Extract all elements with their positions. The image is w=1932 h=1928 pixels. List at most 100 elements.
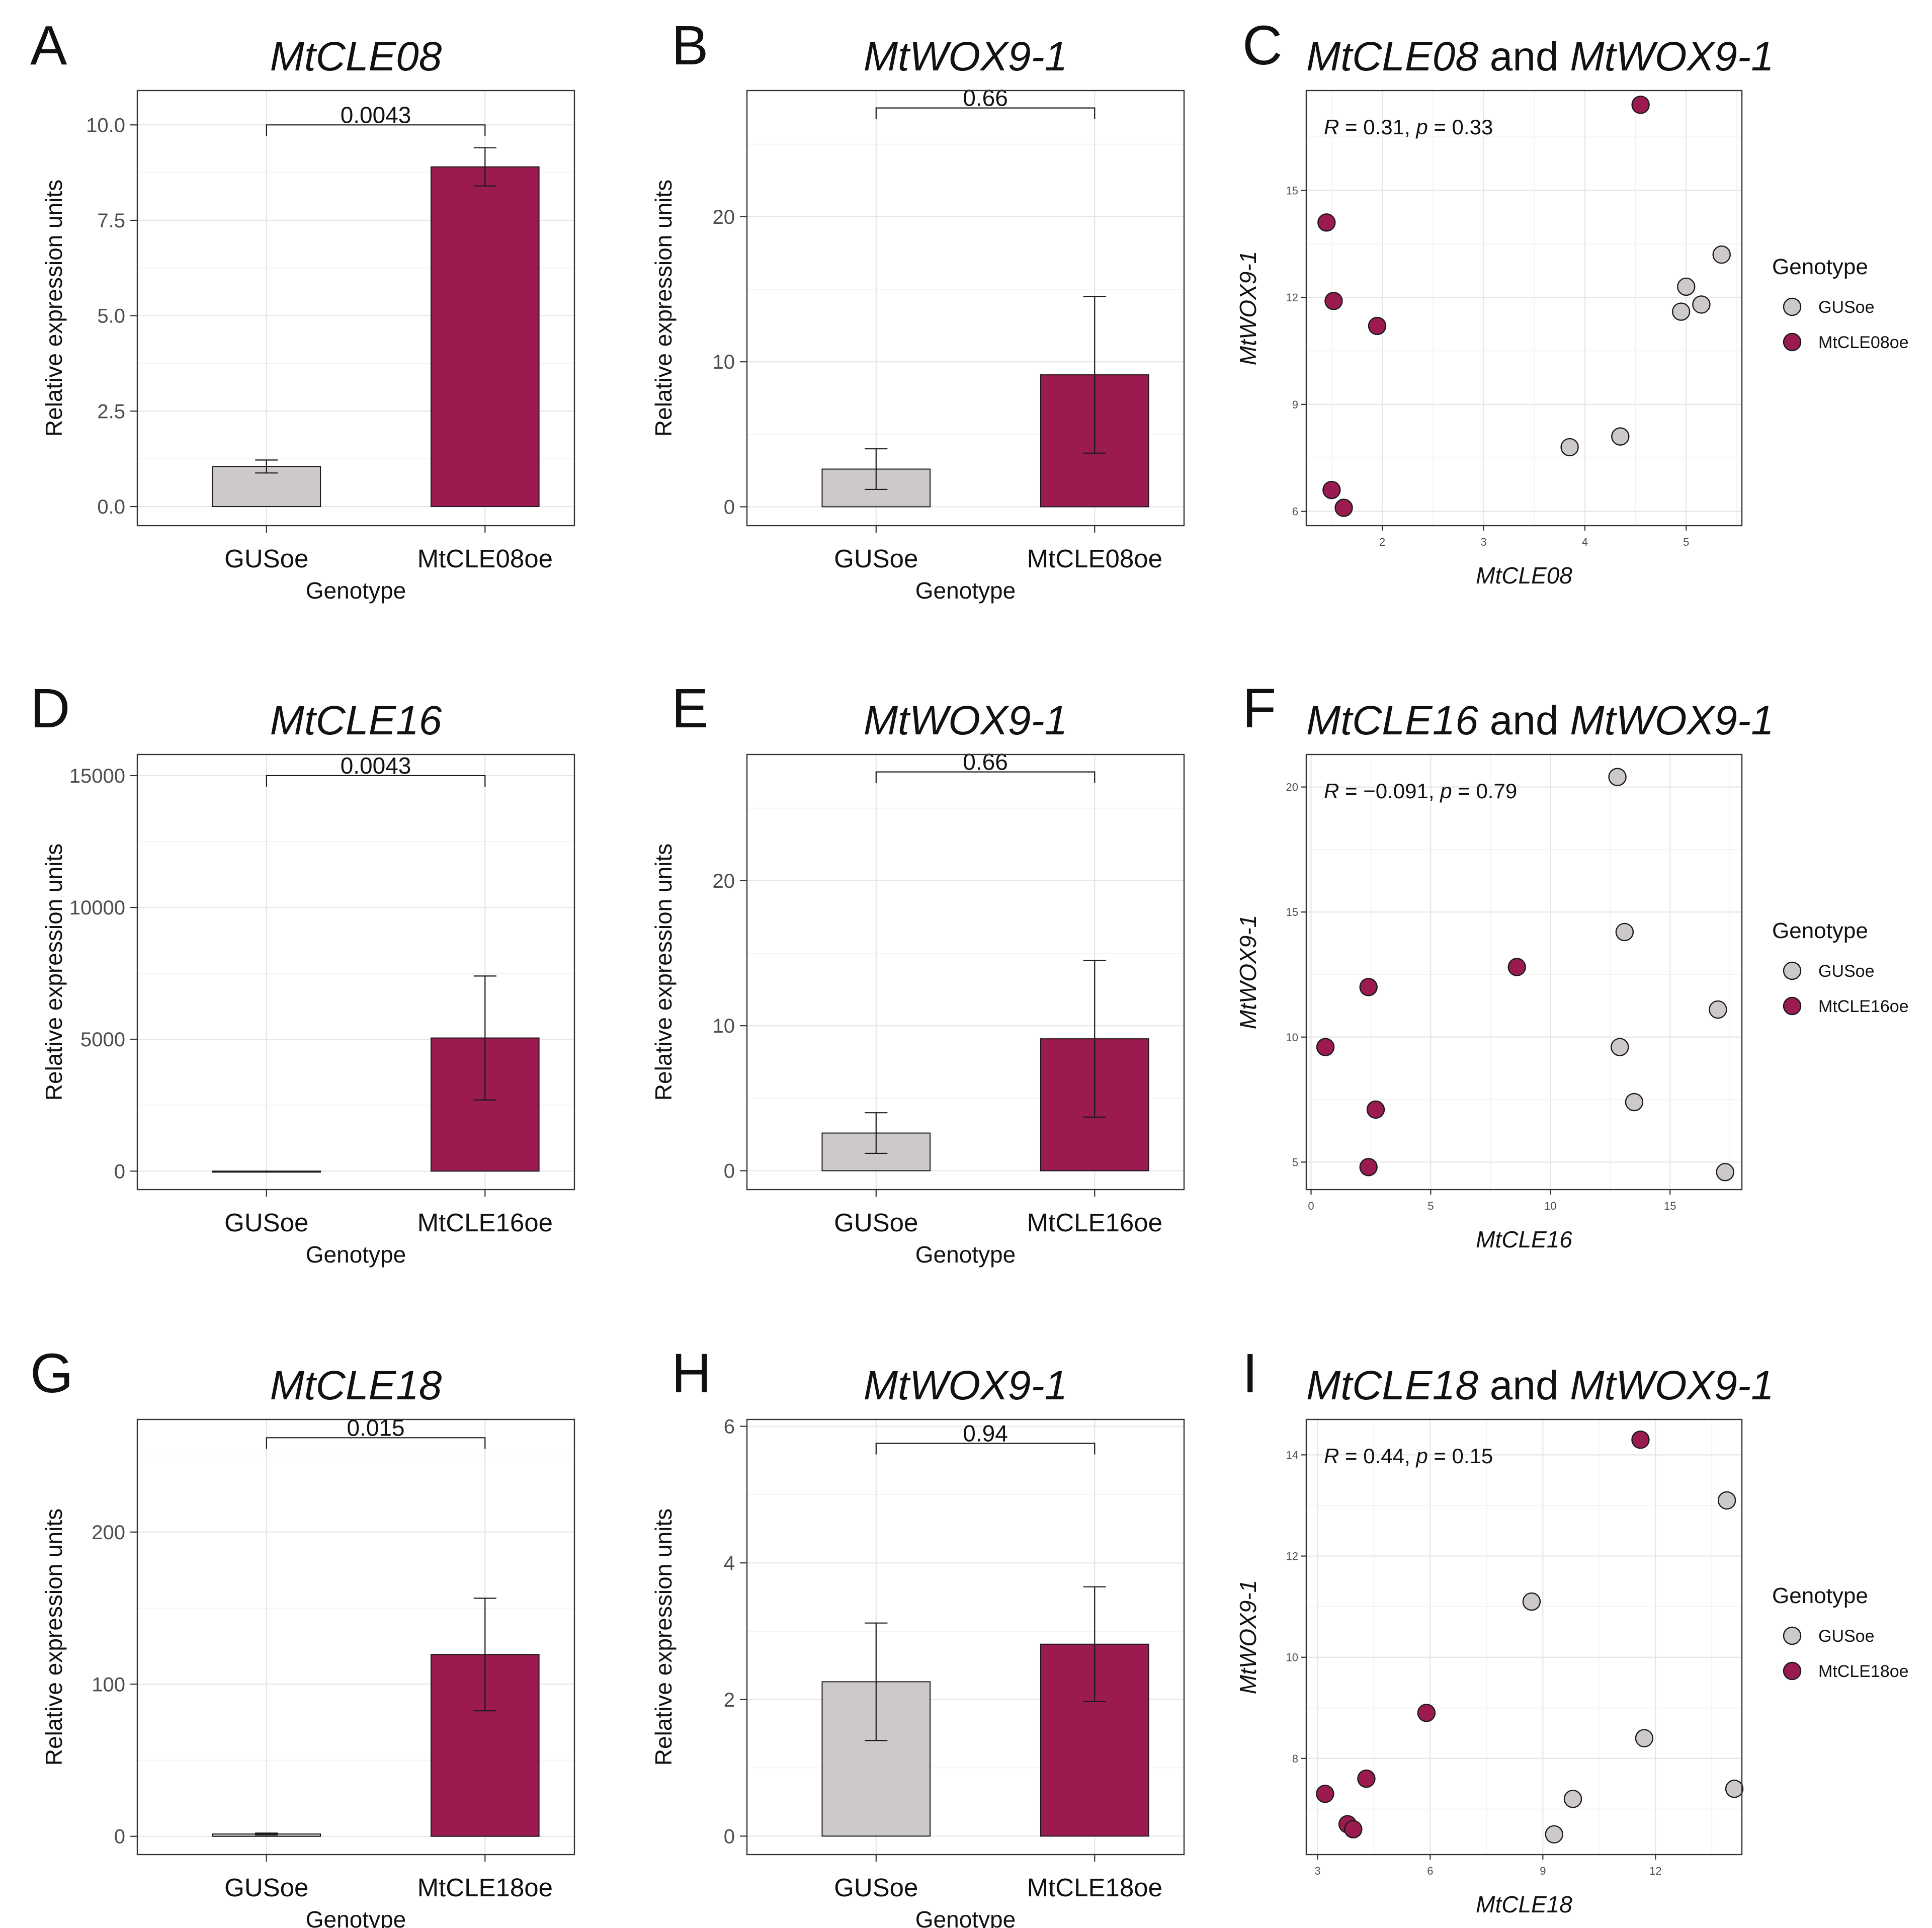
x-tick-label: MtCLE16oe (417, 1208, 553, 1237)
x-tick-label: MtCLE08oe (1027, 544, 1162, 573)
chart-title: MtWOX9-1 (864, 698, 1067, 743)
stat-eq: = (1428, 115, 1452, 139)
y-tick-label: 10.0 (86, 114, 125, 136)
point-mtcle18oe (1631, 1431, 1650, 1449)
panel-f: F MtCLE16 and MtWOX9-1 R = −0.091, p = 0.7… (1235, 678, 1909, 1252)
stat-p-value: 0.79 (1476, 779, 1517, 803)
panel-letter: E (671, 678, 708, 739)
y-tick-label: 6 (1292, 506, 1298, 518)
point-mtcle16oe (1366, 1100, 1385, 1119)
correlation-stat: R = 0.31, p = 0.33 (1324, 115, 1493, 139)
legend-label: MtCLE18oe (1818, 1662, 1909, 1681)
legend: Genotype GUSoe MtCLE16oe (1772, 918, 1909, 1016)
point-gusoe (1611, 1038, 1629, 1056)
bar-gusoe (212, 1170, 321, 1173)
correlation-stat: R = 0.44, p = 0.15 (1324, 1444, 1493, 1468)
panel-c: C MtCLE08 and MtWOX9-1 R = 0.31, p = 0.33 2… (1235, 15, 1909, 589)
point-gusoe (1692, 295, 1711, 314)
bar-mtcle08oe (430, 166, 540, 508)
x-tick-label: 0 (1308, 1200, 1314, 1212)
title-part: MtWOX9-1 (1570, 698, 1774, 743)
chart-title: MtCLE08 and MtWOX9-1 (1306, 34, 1774, 79)
panel-letter: G (30, 1343, 73, 1404)
point-mtcle08oe (1334, 498, 1353, 517)
plot-frame (136, 1418, 575, 1856)
point-mtcle18oe (1316, 1785, 1334, 1803)
y-axis-label: MtWOX9-1 (1235, 1580, 1261, 1694)
chart-title: MtCLE08 (270, 34, 442, 79)
legend-key-mtcle18oe (1783, 1661, 1802, 1681)
chart-title: MtCLE16 and MtWOX9-1 (1306, 698, 1774, 743)
plot-frame (1305, 90, 1743, 527)
point-gusoe (1625, 1093, 1644, 1112)
x-tick-label: 3 (1314, 1865, 1320, 1877)
panel-g: G MtCLE18 0.015 0 100 200 GUSoe MtCLE18oe Genoty… (30, 1343, 575, 1928)
chart-title: MtCLE16 (270, 698, 442, 743)
title-part: MtWOX9-1 (1570, 1363, 1774, 1408)
y-tick-label: 12 (1286, 291, 1298, 304)
point-gusoe (1677, 277, 1696, 296)
panel-letter: C (1242, 15, 1282, 76)
legend-key-mtcle16oe (1783, 996, 1802, 1016)
point-mtcle08oe (1324, 292, 1343, 310)
point-gusoe (1563, 1790, 1582, 1808)
stat-r-value: −0.091 (1363, 779, 1429, 803)
p-value-label: 0.66 (963, 85, 1008, 111)
panel-h: H MtWOX9-1 0.94 0 2 4 6 GUSoe MtCLE18oe Genotype R… (650, 1343, 1185, 1928)
point-mtcle16oe (1507, 958, 1526, 976)
chart-title: MtWOX9-1 (864, 34, 1067, 79)
y-tick-label: 0 (724, 1825, 735, 1848)
y-tick-label: 5 (1292, 1156, 1298, 1168)
legend-key-mtcle08oe (1783, 332, 1802, 352)
y-tick-label: 8 (1292, 1752, 1298, 1765)
point-gusoe (1615, 923, 1634, 942)
stat-eq: = (1339, 115, 1363, 139)
legend-label: GUSoe (1818, 962, 1875, 981)
y-tick-label: 15 (1286, 185, 1298, 197)
title-part: and (1478, 34, 1570, 79)
p-value-label: 0.94 (963, 1420, 1008, 1447)
x-axis-label: MtCLE16 (1476, 1226, 1572, 1252)
title-part: MtWOX9-1 (1570, 34, 1774, 79)
legend-label: MtCLE08oe (1818, 333, 1909, 352)
plot-frame (136, 753, 575, 1191)
x-axis-label: Genotype (915, 1241, 1016, 1268)
title-part: and (1478, 1363, 1570, 1408)
stat-p-value: 0.33 (1452, 115, 1493, 139)
stat-p-symbol: p (1415, 115, 1427, 139)
panel-e: E MtWOX9-1 0.66 0 10 20 GUSoe MtCLE16oe Genotype… (650, 678, 1185, 1268)
legend-key-gusoe (1783, 1626, 1802, 1645)
y-tick-label: 12 (1286, 1550, 1298, 1563)
stat-r-symbol: R (1324, 779, 1339, 803)
x-tick-label: 6 (1427, 1865, 1433, 1877)
y-axis-label: Relative expression units (650, 844, 677, 1101)
y-tick-label: 20 (1286, 781, 1298, 794)
point-gusoe (1671, 302, 1691, 321)
point-mtcle08oe (1368, 316, 1387, 336)
x-tick-label: 5 (1683, 536, 1689, 548)
x-tick-label: MtCLE08oe (417, 544, 553, 573)
x-tick-label: GUSoe (834, 1208, 918, 1237)
panel-letter: F (1242, 678, 1276, 739)
y-tick-label: 6 (724, 1416, 735, 1438)
x-tick-label: 9 (1540, 1865, 1546, 1877)
point-gusoe (1717, 1491, 1736, 1510)
y-axis-label: Relative expression units (41, 844, 67, 1101)
legend-title: Genotype (1772, 255, 1868, 279)
point-mtcle18oe (1357, 1769, 1376, 1788)
y-tick-label: 7.5 (97, 210, 125, 232)
point-gusoe (1560, 438, 1579, 457)
y-axis-label: MtWOX9-1 (1235, 915, 1261, 1029)
title-part: MtCLE18 (1306, 1363, 1478, 1408)
plot-frame (746, 90, 1185, 527)
y-tick-label: 4 (724, 1552, 735, 1574)
x-tick-label: 4 (1582, 536, 1588, 548)
stat-p-symbol: p (1439, 779, 1452, 803)
title-part: MtCLE16 (1306, 698, 1478, 743)
title-part: MtCLE08 (1306, 34, 1478, 79)
point-mtcle08oe (1322, 480, 1341, 499)
stat-eq: = (1452, 779, 1476, 803)
y-tick-label: 0 (724, 1160, 735, 1183)
significance-bracket (266, 1437, 486, 1449)
